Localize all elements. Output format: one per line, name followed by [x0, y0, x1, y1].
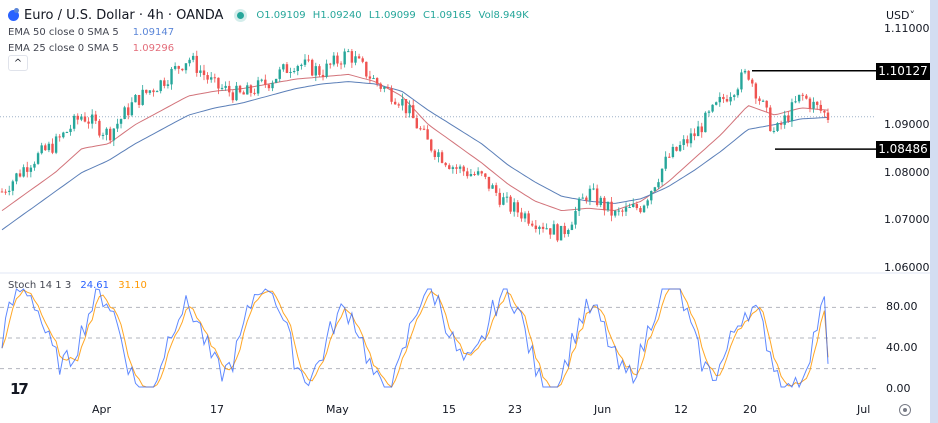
- ema25-label: EMA 25 close 0 SMA 5: [8, 43, 119, 54]
- level-price-tag: 1.08486: [876, 141, 930, 158]
- window-edge: [930, 0, 938, 423]
- level-price-tag: 1.10127: [876, 63, 930, 80]
- high-value: H1.09240: [312, 10, 362, 21]
- ema25-legend[interactable]: EMA 25 close 0 SMA 5 1.09296: [8, 43, 174, 54]
- stoch-label: Stoch 14 1 3: [8, 280, 72, 291]
- stoch-level-label: 40.00: [886, 341, 918, 354]
- price-label: 1.11000: [884, 22, 930, 35]
- pane-separator[interactable]: [0, 272, 930, 274]
- price-label: 1.08000: [884, 166, 930, 179]
- time-label: Apr: [92, 403, 112, 416]
- price-label: 1.07000: [884, 213, 930, 226]
- low-value: L1.09099: [368, 10, 416, 21]
- time-label: 17: [210, 403, 224, 416]
- stoch-k-value: 24.61: [80, 280, 110, 291]
- volume-value: Vol8.949K: [478, 10, 529, 21]
- ema25-value: 1.09296: [132, 43, 175, 54]
- ema50-legend[interactable]: EMA 50 close 0 SMA 5 1.09147: [8, 27, 174, 38]
- stoch-level-label: 0.00: [886, 382, 911, 395]
- time-label: Jul: [857, 403, 871, 416]
- ema50-value: 1.09147: [132, 27, 175, 38]
- time-label: 23: [508, 403, 522, 416]
- price-label: 1.06000: [884, 261, 930, 274]
- symbol-title[interactable]: Euro / U.S. Dollar · 4h · OANDA: [24, 8, 224, 23]
- currency-flag-icon: [8, 8, 19, 21]
- time-label: 12: [674, 403, 688, 416]
- tradingview-logo-icon[interactable]: 17: [10, 380, 29, 398]
- collapse-legend-button[interactable]: ^: [8, 55, 28, 71]
- ohlc-values: O1.09109 H1.09240 L1.09099 C1.09165 Vol8…: [256, 10, 532, 21]
- time-label: May: [326, 403, 349, 416]
- time-label: Jun: [594, 403, 612, 416]
- settings-icon[interactable]: [899, 404, 911, 416]
- market-open-icon: [237, 12, 245, 19]
- chevron-up-icon: ^: [13, 58, 23, 69]
- ema50-label: EMA 50 close 0 SMA 5: [8, 27, 119, 38]
- stoch-d-value: 31.10: [118, 280, 147, 291]
- close-value: C1.09165: [422, 10, 472, 21]
- time-label: 20: [743, 403, 757, 416]
- symbol-legend[interactable]: Euro / U.S. Dollar · 4h · OANDA O1.09109…: [8, 8, 533, 23]
- stoch-legend[interactable]: Stoch 14 1 3 24.61 31.10: [8, 280, 147, 291]
- currency-selector[interactable]: USD˅: [886, 9, 916, 22]
- stoch-level-label: 80.00: [886, 300, 918, 313]
- open-value: O1.09109: [256, 10, 306, 21]
- price-label: 1.09000: [884, 118, 930, 131]
- chevron-down-icon: ˅: [909, 9, 916, 22]
- time-label: 15: [442, 403, 456, 416]
